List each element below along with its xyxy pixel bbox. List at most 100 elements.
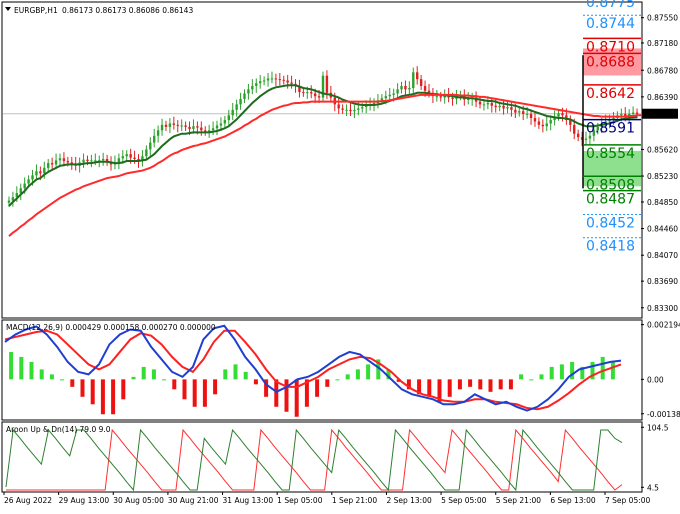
price-tick-label: 0.84070 <box>647 251 678 260</box>
candle-body <box>588 135 592 139</box>
price-level-label: 0.8508 <box>586 177 635 193</box>
candle-body <box>247 89 250 94</box>
candle-body <box>251 85 254 90</box>
macd-histogram-bar <box>447 379 452 397</box>
time-tick-label: 30 Aug 05:00 <box>113 496 164 505</box>
macd-histogram-bar <box>284 379 289 412</box>
macd-histogram-bar <box>29 361 34 380</box>
candle-body <box>86 159 89 162</box>
candle-body <box>50 163 54 165</box>
price-tick-label: 0.87550 <box>647 14 678 23</box>
candle-body <box>561 113 564 116</box>
candle-body <box>302 92 305 94</box>
macd-histogram-bar <box>539 374 544 380</box>
macd-histogram-bar <box>549 366 554 380</box>
candle-body <box>541 124 545 127</box>
candle-body <box>243 93 246 99</box>
price-tick-label: 0.87180 <box>647 39 678 48</box>
candle-body <box>15 193 19 198</box>
aroon-tick-label: 4.5 <box>647 483 659 492</box>
aroon-title: Aroon Up & Dn(14) 79.0 9.0 <box>6 425 111 434</box>
candle-body <box>62 158 66 162</box>
candle-body <box>388 94 391 97</box>
macd-tick-label: 0.00 <box>647 375 664 384</box>
macd-histogram-bar <box>396 379 401 382</box>
candle-body <box>380 98 384 101</box>
price-tick-label: 0.83300 <box>647 304 678 313</box>
fast-moving-average-line <box>8 84 638 207</box>
macd-histogram-bar <box>559 364 564 380</box>
macd-histogram-bar <box>345 374 350 380</box>
macd-histogram-bar <box>386 369 391 380</box>
candle-body <box>145 149 148 157</box>
candle-body <box>176 124 179 126</box>
macd-histogram-bar <box>457 379 462 390</box>
candle-body <box>525 113 529 115</box>
macd-histogram-bar <box>335 379 340 381</box>
time-tick-label: 5 Sep 21:00 <box>496 496 542 505</box>
slow-moving-average-line <box>8 93 649 237</box>
macd-histogram-bar <box>39 369 44 380</box>
time-tick-label: 29 Aug 13:00 <box>59 496 110 505</box>
candle-body <box>94 160 97 162</box>
dropdown-triangle-icon[interactable] <box>5 7 11 11</box>
candle-body <box>596 126 599 131</box>
candle-body <box>192 126 195 129</box>
candle-body <box>262 80 266 82</box>
price-level-label: 0.8418 <box>586 239 635 255</box>
candle-body <box>451 97 454 99</box>
candle-body <box>404 85 407 90</box>
candle-body <box>604 121 607 124</box>
macd-histogram-bar <box>590 361 595 380</box>
macd-histogram-bar <box>315 379 320 397</box>
candle-body <box>412 72 415 88</box>
macd-title: MACD(12,26,9) 0.000429 0.000158 0.000270… <box>6 323 216 332</box>
macd-histogram-bar <box>366 364 371 380</box>
macd-histogram-bar <box>151 369 156 380</box>
macd-histogram-bar <box>233 364 238 380</box>
macd-histogram-bar <box>468 379 473 387</box>
time-tick-label: 1 Sep 05:00 <box>277 496 323 505</box>
price-tick-label: 0.86390 <box>647 93 678 102</box>
candle-body <box>47 163 50 168</box>
candle-body <box>306 92 309 94</box>
candle-body <box>258 81 262 84</box>
macd-histogram-bar <box>70 379 75 387</box>
candle-body <box>286 80 289 83</box>
candle-body <box>435 96 439 98</box>
macd-histogram-bar <box>355 369 360 380</box>
candle-body <box>361 107 364 109</box>
macd-histogram-bar <box>488 379 493 392</box>
candle-body <box>408 87 411 90</box>
candle-body <box>137 158 140 162</box>
candle-body <box>514 109 517 113</box>
macd-histogram-bar <box>406 379 411 390</box>
candle-body <box>121 156 125 159</box>
candle-body <box>66 161 70 163</box>
price-tick-label: 0.85230 <box>647 172 678 181</box>
macd-histogram-bar <box>162 379 167 381</box>
candle-body <box>325 75 329 93</box>
candle-body <box>19 188 22 194</box>
candle-body <box>612 118 615 120</box>
time-tick-label: 5 Sep 05:00 <box>441 496 487 505</box>
price-level-label: 0.8744 <box>586 16 635 32</box>
candle-body <box>172 123 176 125</box>
macd-histogram-bar <box>437 379 442 402</box>
macd-signal-line <box>4 329 622 411</box>
candle-body <box>282 79 285 81</box>
current-price-tick-label: 0.86143 <box>645 110 676 119</box>
candle-body <box>149 142 152 150</box>
candle-body <box>310 92 313 94</box>
candle-body <box>156 130 160 136</box>
candle-body <box>357 108 360 110</box>
price-level-label: 0.8775 <box>586 0 635 11</box>
macd-histogram-bar <box>80 379 85 397</box>
candle-body <box>101 158 105 161</box>
candle-body <box>349 109 352 112</box>
candle-body <box>207 130 211 132</box>
macd-panel <box>4 324 622 417</box>
candle-body <box>164 124 168 127</box>
